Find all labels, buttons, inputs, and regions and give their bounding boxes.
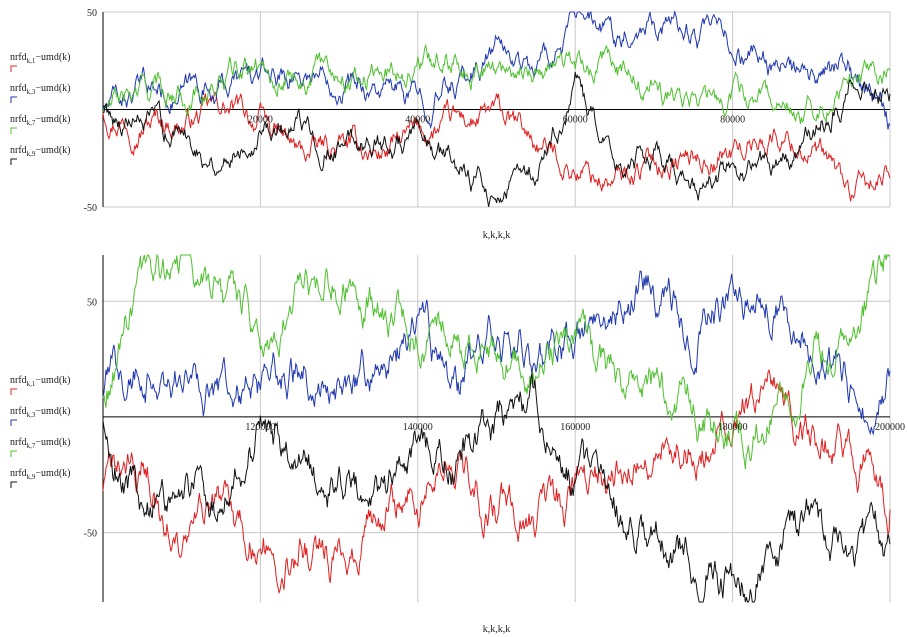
x-tick-label: 160000 — [560, 422, 590, 433]
x-tick-label: 80000 — [720, 115, 745, 126]
legend-entry: nrfdk,3−umd(k) — [10, 406, 71, 419]
y-tick-label: -50 — [84, 529, 97, 540]
x-tick-label: 40000 — [405, 115, 430, 126]
chart-2: 120000 140000 160000 180000 200000 50 -50 k,k,k… — [10, 253, 905, 635]
legend-swatch — [10, 388, 17, 395]
series-line-k-3 — [102, 270, 891, 436]
y-tick-label: -50 — [84, 203, 97, 214]
legend-entry: nrfdk,3−umd(k) — [10, 83, 71, 96]
x-tick-label: 20000 — [248, 115, 273, 126]
series-line-k-7 — [102, 253, 890, 470]
y-tick-label: 50 — [87, 8, 97, 19]
x-axis-label: k,k,k,k — [483, 624, 511, 635]
series-line-k-9 — [102, 71, 891, 207]
series-line-k-9 — [102, 373, 891, 603]
chart-1: 20000 40000 60000 80000 50 -50 k,k,k,k nrfdk,1−… — [10, 8, 891, 241]
legend-entry: nrfdk,1−umd(k) — [10, 52, 71, 65]
legend-entry: nrfdk,9−umd(k) — [10, 145, 71, 158]
legend-swatch — [10, 158, 17, 165]
legend-swatch — [10, 96, 17, 103]
legend-swatch — [10, 127, 17, 134]
y-tick-label: 50 — [87, 297, 97, 308]
legend-swatch — [10, 450, 17, 457]
legend-entry: nrfdk,7−umd(k) — [10, 114, 71, 127]
legend-entry: nrfdk,9−umd(k) — [10, 468, 71, 481]
x-axis-label: k,k,k,k — [483, 230, 511, 241]
x-tick-label: 60000 — [563, 115, 588, 126]
legend-swatch — [10, 65, 17, 72]
x-tick-label: 120000 — [245, 422, 275, 433]
x-tick-label: 180000 — [718, 422, 748, 433]
series-line-k-1 — [102, 368, 891, 595]
legend-swatch — [10, 481, 17, 488]
series-line-k-7 — [102, 43, 891, 125]
series-line-k-1 — [102, 91, 891, 202]
x-tick-label: 140000 — [403, 422, 433, 433]
legend-entry: nrfdk,1−umd(k) — [10, 375, 71, 388]
x-tick-label: 200000 — [875, 422, 905, 433]
series-line-k-3 — [102, 10, 891, 130]
legend-swatch — [10, 419, 17, 426]
legend-entry: nrfdk,7−umd(k) — [10, 437, 71, 450]
